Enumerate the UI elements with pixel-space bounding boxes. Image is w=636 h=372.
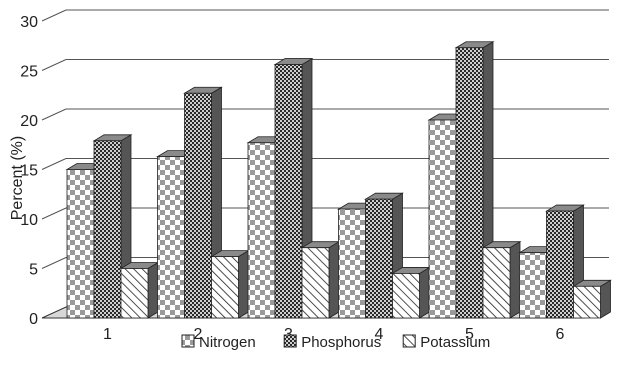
gridline-depth: [41, 158, 67, 170]
x-tick-label: 6: [556, 326, 565, 343]
y-tick-label: 30: [20, 14, 38, 31]
bar-front: [573, 285, 601, 319]
x-tick-label: 2: [194, 326, 203, 343]
bar: [273, 57, 314, 319]
bar-front: [338, 208, 366, 319]
bar-front: [184, 92, 212, 319]
bar-front: [247, 142, 276, 319]
bar-front: [365, 198, 393, 319]
gridline-depth: [41, 59, 67, 71]
y-tick-label: 20: [20, 113, 38, 130]
bar-front: [93, 140, 122, 319]
bar-side: [238, 249, 249, 319]
bar-front: [428, 119, 457, 319]
y-tick-labels: 0 5 10 15 20 25 30: [20, 14, 38, 328]
bar-side: [147, 261, 159, 319]
gridline-depth: [41, 108, 67, 121]
bar-side: [509, 241, 521, 319]
legend-label: Phosphorus: [301, 334, 381, 351]
y-tick-label: 15: [20, 163, 38, 180]
legend-label: Potassium: [420, 334, 490, 351]
y-axis-label: Percent (%): [9, 136, 26, 220]
legend-item: Nitrogen: [181, 334, 256, 351]
bar-front: [455, 47, 484, 319]
bars-layer: [65, 41, 612, 319]
bar: [119, 261, 160, 319]
legend-item: Potassium: [402, 334, 490, 351]
bar-front: [211, 256, 239, 319]
y-tick-label: 25: [20, 64, 38, 81]
y-tick-label: 10: [20, 212, 38, 229]
gridline-depth: [41, 207, 67, 220]
bar-front: [519, 252, 547, 319]
legend-swatch: [402, 334, 416, 348]
bar-side: [600, 279, 611, 319]
bar-front: [120, 268, 149, 319]
x-tick-label: 5: [465, 326, 474, 343]
bar: [545, 204, 585, 319]
legend-label: Nitrogen: [199, 334, 256, 351]
legend-item: Phosphorus: [283, 334, 381, 351]
legend-swatch: [181, 334, 195, 348]
gridline-depth: [41, 257, 67, 269]
bar: [183, 86, 223, 319]
bar-front: [546, 210, 574, 319]
legend: Nitrogen Phosphorus Potassium: [181, 334, 490, 351]
bar-front: [66, 169, 95, 319]
bar: [481, 241, 522, 319]
y-tick-label: 5: [29, 262, 38, 279]
bar-side: [328, 241, 340, 319]
bar-front: [301, 247, 330, 319]
legend-swatch: [283, 334, 297, 348]
gridline-depth: [41, 9, 67, 22]
bar: [572, 279, 612, 319]
bar: [391, 266, 431, 319]
bar-front: [392, 273, 420, 319]
bar: [300, 241, 341, 319]
bar-front: [482, 247, 511, 319]
bar-front: [157, 156, 185, 319]
bar-front: [274, 64, 303, 319]
bar: [210, 249, 250, 319]
x-tick-label: 1: [103, 326, 112, 343]
bar-side: [419, 266, 430, 319]
y-tick-label: 0: [29, 311, 38, 328]
x-tick-label: 4: [375, 326, 384, 343]
